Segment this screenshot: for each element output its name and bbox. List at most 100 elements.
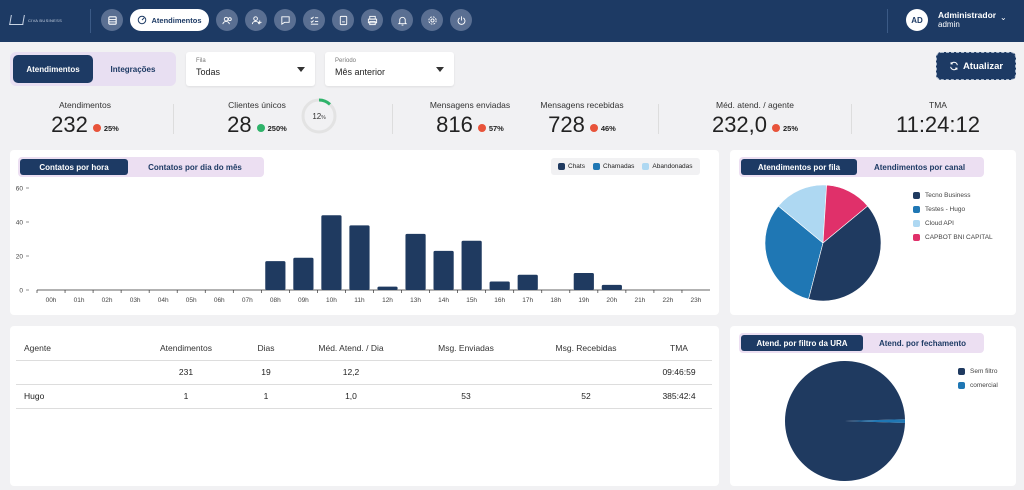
tab-atend-por-filtro-ura[interactable]: Atend. por filtro da URA xyxy=(741,335,863,351)
fila-select[interactable]: Fila Todas xyxy=(186,52,315,86)
kpi-value: 28 xyxy=(227,112,252,137)
table-row[interactable]: 231 19 12,2 09:46:59 xyxy=(16,360,712,385)
trend-up-icon xyxy=(256,124,265,132)
legend-swatch xyxy=(958,381,965,389)
bar-chats-10h[interactable] xyxy=(321,215,342,290)
notifications-nav-button[interactable] xyxy=(391,9,413,31)
column-header[interactable]: Dias xyxy=(236,336,296,361)
table-cell xyxy=(526,360,646,385)
legend-item[interactable]: Tecno Business xyxy=(913,188,993,202)
x-tick-label: 03h xyxy=(130,297,141,304)
print-icon xyxy=(367,15,377,25)
top-navigation-bar: CIVA BUSINESS Atendimentos AD Administra… xyxy=(0,0,1024,42)
logo-mark-icon xyxy=(9,15,25,25)
periodo-select[interactable]: Período Mês anterior xyxy=(325,52,454,86)
tab-contatos-por-dia[interactable]: Contatos por dia do mês xyxy=(148,162,242,172)
print-nav-button[interactable] xyxy=(361,9,383,31)
column-header[interactable]: Atendimentos xyxy=(136,336,236,361)
column-header[interactable]: Msg. Recebidas xyxy=(526,336,646,361)
kpi-delta-text: 25% xyxy=(103,123,119,133)
legend-item[interactable]: Sem filtro xyxy=(958,364,998,378)
bar-chats-15h[interactable] xyxy=(461,240,482,290)
pie-slice-comercial[interactable] xyxy=(845,419,905,423)
x-tick-label: 07h xyxy=(242,297,253,304)
pie-slice-cloud-api[interactable] xyxy=(777,184,827,244)
logo-text: CIVA BUSINESS xyxy=(28,17,63,23)
table-row[interactable]: Hugo 1 1 1,0 53 52 385:42:4 xyxy=(16,384,712,409)
ring-suffix: % xyxy=(321,115,326,121)
contatos-chart-tabs: Contatos por hora Contatos por dia do mê… xyxy=(18,157,264,177)
kpi-value: 232 xyxy=(51,112,88,137)
bar-chats-19h[interactable] xyxy=(573,273,594,290)
tab-atendimentos[interactable]: Atendimentos xyxy=(13,55,93,83)
pie-slice-sem-filtro[interactable] xyxy=(785,361,905,482)
legend-item[interactable]: Testes - Hugo xyxy=(913,202,993,216)
bar-chats-17h[interactable] xyxy=(517,274,538,290)
table-cell xyxy=(16,360,136,385)
column-header[interactable]: Agente xyxy=(16,336,136,361)
bar-chats-20h[interactable] xyxy=(601,284,622,290)
bar-chats-13h[interactable] xyxy=(405,233,426,290)
user-menu[interactable]: AD Administrador admin xyxy=(906,9,996,31)
legend-item-abandonadas[interactable]: Abandonadas xyxy=(642,163,693,170)
legend-item-chamadas[interactable]: Chamadas xyxy=(592,163,634,170)
bar-chats-09h[interactable] xyxy=(293,257,314,290)
add-user-nav-button[interactable] xyxy=(245,9,267,31)
column-header[interactable]: TMA xyxy=(646,336,712,361)
refresh-label: Atualizar xyxy=(962,60,1004,72)
report-nav-button[interactable] xyxy=(332,9,354,31)
fila-pie-chart xyxy=(764,184,882,302)
x-tick-label: 12h xyxy=(382,297,393,304)
fila-chart-tabs: Atendimentos por fila Atendimentos por c… xyxy=(739,157,984,177)
legend-item-chats[interactable]: Chats xyxy=(558,163,585,170)
checklist-nav-button[interactable] xyxy=(303,9,325,31)
table-header-row: Agente Atendimentos Dias Méd. Atend. / D… xyxy=(16,336,712,361)
column-header[interactable]: Msg. Enviadas xyxy=(406,336,526,361)
legend-item[interactable]: CAPBOT BNI CAPITAL xyxy=(913,230,993,244)
settings-nav-button[interactable] xyxy=(421,9,443,31)
logout-nav-button[interactable] xyxy=(450,9,472,31)
bar-chats-12h[interactable] xyxy=(377,286,398,290)
tab-atend-por-fechamento[interactable]: Atend. por fechamento xyxy=(878,338,967,348)
bar-chats-11h[interactable] xyxy=(349,225,370,290)
legend-swatch xyxy=(913,205,920,213)
tab-atendimentos-por-fila[interactable]: Atendimentos por fila xyxy=(741,159,857,175)
tab-atendimentos-por-canal[interactable]: Atendimentos por canal xyxy=(873,162,966,172)
svg-text:12%: 12% xyxy=(312,112,326,121)
bar-chats-14h[interactable] xyxy=(433,250,454,290)
pie-slice-testes-hugo[interactable] xyxy=(764,205,824,300)
company-logo[interactable]: CIVA BUSINESS xyxy=(9,14,70,26)
tab-integracoes[interactable]: Integrações xyxy=(110,64,156,74)
legend-swatch xyxy=(958,367,965,375)
kpi-tma: TMA 11:24:12 xyxy=(880,100,996,138)
bar-chats-08h[interactable] xyxy=(265,261,286,290)
list-nav-button[interactable] xyxy=(101,9,123,31)
kpi-delta: 25% xyxy=(92,123,119,133)
kpi-media-atendimento-agente: Méd. atend. / agente 232,0 25% xyxy=(690,100,820,138)
clientes-ring-gauge: 12% xyxy=(301,98,337,134)
legend-swatch xyxy=(913,219,920,227)
legend-item[interactable]: Cloud API xyxy=(913,216,993,230)
table-cell: Hugo xyxy=(16,384,136,409)
trend-down-icon xyxy=(772,124,781,132)
kpi-value: 816 xyxy=(436,112,473,137)
chart-legend: Chats Chamadas Abandonadas xyxy=(551,158,700,175)
x-tick-label: 15h xyxy=(466,297,477,304)
column-header[interactable]: Méd. Atend. / Dia xyxy=(296,336,406,361)
legend-item[interactable]: comercial xyxy=(958,378,998,392)
tab-contatos-por-hora[interactable]: Contatos por hora xyxy=(20,159,128,175)
atendimentos-nav-button[interactable]: Atendimentos xyxy=(130,9,209,31)
pie-slice-tecno-business[interactable] xyxy=(808,205,882,302)
kpi-delta-text: 250% xyxy=(267,123,287,133)
x-tick-label: 02h xyxy=(102,297,113,304)
users-nav-button[interactable] xyxy=(216,9,238,31)
chevron-down-icon[interactable]: ⌄ xyxy=(1000,13,1007,22)
refresh-button[interactable]: Atualizar xyxy=(936,52,1016,80)
kpi-clientes-unicos: Clientes únicos 28 250% xyxy=(202,100,312,138)
chat-nav-button[interactable] xyxy=(274,9,296,31)
kpi-title: Mensagens recebidas xyxy=(540,100,624,110)
table-cell: 12,2 xyxy=(296,360,406,385)
list-icon xyxy=(107,15,117,25)
divider xyxy=(887,9,888,33)
bar-chats-16h[interactable] xyxy=(489,281,510,291)
